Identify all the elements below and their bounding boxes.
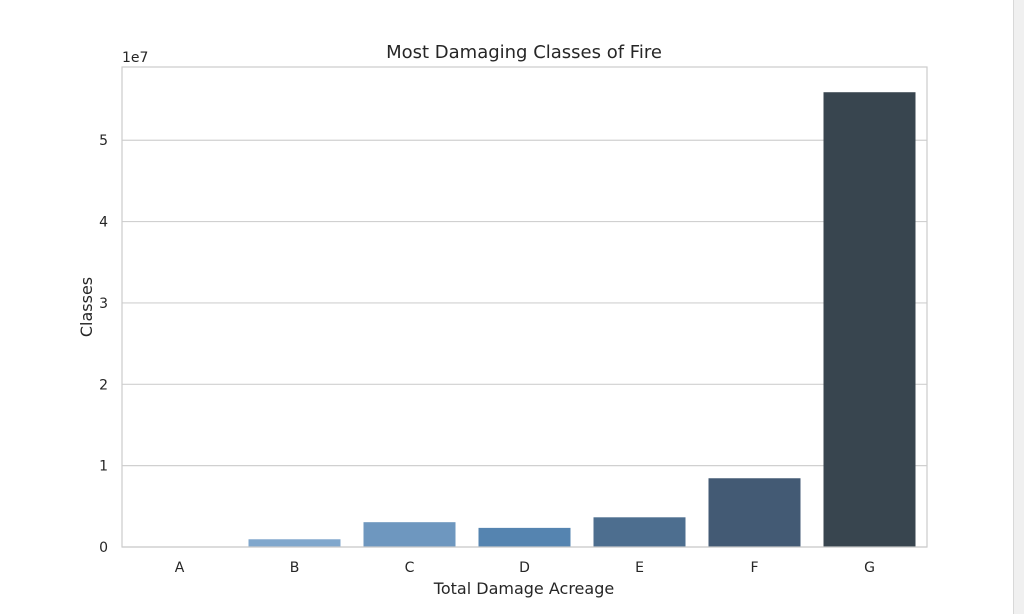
y-tick-labels: 0 1 2 3 4 5 [99, 133, 108, 556]
y-tick-label: 3 [99, 296, 108, 312]
bar-e [593, 517, 686, 547]
x-tick-labels: A B C D E F G [175, 560, 875, 576]
x-tick-label: A [175, 560, 185, 576]
x-tick-label: F [750, 560, 758, 576]
x-tick-label: B [290, 560, 300, 576]
x-tick-label: D [519, 560, 530, 576]
y-axis-offset-label: 1e7 [122, 50, 148, 66]
window-edge [1013, 0, 1024, 614]
x-axis-label: Total Damage Acreage [433, 579, 614, 598]
bar-d [478, 527, 571, 547]
y-tick-label: 1 [99, 459, 108, 475]
y-tick-label: 2 [99, 377, 108, 393]
bar-c [363, 522, 456, 547]
chart-title: Most Damaging Classes of Fire [386, 42, 662, 63]
plot-frame [121, 66, 928, 548]
bar-f [708, 478, 801, 547]
y-tick-label: 5 [99, 133, 108, 149]
y-tick-label: 0 [99, 540, 108, 556]
x-tick-label: G [864, 560, 875, 576]
y-tick-label: 4 [99, 215, 108, 231]
x-tick-label: C [405, 560, 415, 576]
bar-b [248, 539, 341, 547]
bar-g [823, 92, 916, 547]
bars [133, 92, 916, 547]
gridlines [122, 139, 927, 548]
x-tick-label: E [635, 560, 644, 576]
y-axis-label: Classes [77, 277, 96, 337]
